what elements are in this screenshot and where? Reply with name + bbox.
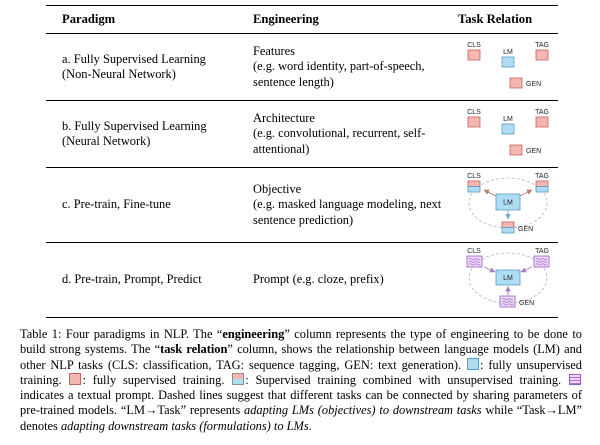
task-relation-diagram-b: CLS LM TAG GEN	[467, 109, 549, 156]
paradigm-cell-b: b. Fully Supervised Learning (Neural Net…	[62, 119, 253, 150]
prompt-squiggle	[468, 263, 481, 266]
paradigm-line: d. Pre-train, Prompt, Predict	[62, 272, 202, 287]
gen-label: GEN	[526, 148, 541, 155]
lm-box	[495, 193, 521, 211]
tag-label: TAG	[535, 42, 549, 49]
paper-page: Paradigm Engineering Task Relation a. Fu…	[20, 5, 582, 433]
table-row-d: d. Pre-train, Prompt, Predict Prompt (e.…	[46, 243, 558, 317]
lm-label: LM	[503, 275, 513, 282]
task-relation-diagram-d: CLS TAG LM GEN	[466, 248, 550, 308]
engineering-cell-b: Architecture (e.g. convolutional, recurr…	[253, 111, 458, 158]
prompt-squiggle	[535, 258, 548, 261]
tag-box-supervised	[535, 180, 549, 187]
prompt-squiggle	[468, 258, 481, 261]
column-header-engineering: Engineering	[253, 12, 319, 26]
paradigm-line: (Neural Network)	[62, 134, 151, 148]
tag-box	[535, 116, 549, 128]
paradigm-cell-d: d. Pre-train, Prompt, Predict	[62, 272, 253, 288]
gen-box	[509, 144, 523, 156]
engineering-cell-a: Features (e.g. word identity, part-of-sp…	[253, 44, 458, 91]
cls-box	[467, 49, 481, 61]
table-row-b: b. Fully Supervised Learning (Neural Net…	[46, 101, 558, 168]
prompt-box-icon	[568, 373, 581, 385]
engineering-name: Objective	[253, 181, 302, 196]
task-relation-diagram-c: CLS TAG LM GEN	[467, 173, 549, 234]
engineering-example: (e.g. convolutional, recurrent, self-att…	[253, 126, 426, 156]
gen-label: GEN	[526, 81, 541, 88]
prompt-squiggle	[535, 263, 548, 266]
table-caption: Table 1: Four paradigms in NLP. The “eng…	[20, 327, 582, 433]
cls-label: CLS	[467, 248, 481, 255]
cls-label: CLS	[467, 42, 481, 49]
gen-box-unsupervised	[501, 227, 515, 234]
gen-label: GEN	[518, 226, 533, 233]
cls-box	[467, 116, 481, 128]
stacked-box-icon	[232, 372, 245, 385]
engineering-name: Architecture	[253, 110, 315, 125]
arrow-cls-to-lm	[483, 266, 496, 273]
shared-parameters-dashed-ellipse	[468, 252, 548, 304]
cls-box-unsupervised	[467, 186, 481, 193]
prompt-squiggle	[535, 260, 548, 263]
engineering-example: (e.g. word identity, part-of-speech, sen…	[253, 59, 425, 89]
lm-box	[501, 123, 515, 135]
task-relation-cell-d: CLS TAG LM GEN	[458, 245, 558, 315]
lm-label: LM	[503, 49, 513, 56]
tag-label: TAG	[535, 248, 549, 255]
engineering-cell-c: Objective (e.g. masked language modeling…	[253, 182, 458, 229]
lm-box	[495, 269, 521, 286]
paradigm-line: (Non-Neural Network)	[62, 67, 176, 81]
blue-box-icon	[467, 357, 479, 370]
prompt-squiggle	[468, 260, 481, 263]
cls-box-supervised	[467, 180, 481, 187]
paradigm-cell-a: a. Fully Supervised Learning (Non-Neural…	[62, 52, 253, 83]
task-relation-diagram-a: CLS LM TAG GEN	[467, 42, 549, 89]
prompt-squiggle	[501, 303, 514, 306]
task-relation-cell-b: CLS LM TAG GEN	[458, 105, 558, 163]
engineering-name: Features	[253, 43, 295, 58]
cls-label: CLS	[467, 109, 481, 116]
prompt-squiggle	[501, 298, 514, 301]
paradigm-line: a. Fully Supervised Learning	[62, 51, 206, 66]
task-relation-cell-a: CLS LM TAG GEN	[458, 38, 558, 96]
engineering-example: (e.g. masked language modeling, next sen…	[253, 197, 442, 227]
tag-box-unsupervised	[535, 186, 549, 193]
engineering-cell-d: Prompt (e.g. cloze, prefix)	[253, 272, 458, 288]
table-row-c: c. Pre-train, Fine-tune Objective (e.g. …	[46, 168, 558, 243]
table-row-a: a. Fully Supervised Learning (Non-Neural…	[46, 34, 558, 101]
lm-label: LM	[503, 116, 513, 123]
prompt-squiggle	[501, 300, 514, 303]
arrow-tag-to-lm	[520, 266, 533, 273]
cls-label: CLS	[467, 173, 481, 180]
pink-box-icon	[69, 372, 82, 385]
tag-label: TAG	[535, 109, 549, 116]
lm-box	[501, 56, 515, 68]
paradigm-line: b. Fully Supervised Learning	[62, 118, 207, 133]
task-relation-cell-c: CLS TAG LM GEN	[458, 170, 558, 240]
paradigm-line: c. Pre-train, Fine-tune	[62, 197, 171, 212]
gen-box-supervised	[501, 221, 515, 228]
gen-label: GEN	[519, 300, 534, 307]
paradigm-cell-c: c. Pre-train, Fine-tune	[62, 197, 253, 213]
column-header-task-relation: Task Relation	[458, 12, 533, 26]
tag-label: TAG	[535, 173, 549, 180]
shared-parameters-dashed-ellipse	[468, 177, 548, 229]
engineering-name: Prompt (e.g. cloze, prefix)	[253, 272, 384, 287]
paradigms-table: Paradigm Engineering Task Relation a. Fu…	[46, 5, 558, 318]
column-header-paradigm: Paradigm	[62, 12, 116, 26]
gen-box	[509, 77, 523, 89]
table-header-row: Paradigm Engineering Task Relation	[46, 6, 558, 34]
tag-box	[535, 49, 549, 61]
lm-label: LM	[503, 200, 513, 207]
